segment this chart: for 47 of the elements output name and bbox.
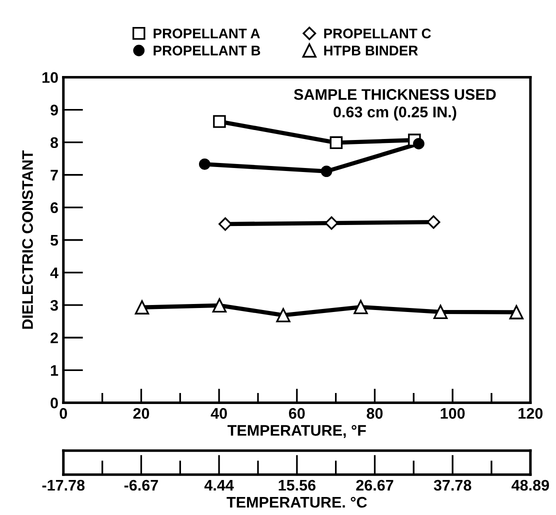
y-axis-title: DIELECTRIC CONSTANT <box>22 150 33 329</box>
legend-label: PROPELLANT B <box>154 46 260 56</box>
point <box>212 298 227 312</box>
point <box>413 138 424 150</box>
x2-tick-label: 48.89 <box>512 480 549 491</box>
x2-tick-label: 26.67 <box>356 480 394 491</box>
x-tick-label: 120 <box>518 408 543 419</box>
y-tick-label: 7 <box>50 170 58 180</box>
x-tick-label: 100 <box>440 408 465 419</box>
x2-tick-label: -17.78 <box>42 480 85 491</box>
legend-label: PROPELLANT C <box>324 28 431 38</box>
y-tick-label: 5 <box>50 235 58 246</box>
x-axis-title: TEMPERATURE, °F <box>228 425 366 438</box>
point <box>218 217 232 231</box>
point <box>509 305 524 320</box>
point <box>134 300 150 314</box>
y-tick-label: 0 <box>50 398 58 408</box>
y-tick-label: 1 <box>50 365 58 376</box>
x-tick-label: 0 <box>60 408 68 419</box>
point <box>354 300 368 314</box>
x2-tick-label: 37.78 <box>434 480 472 491</box>
point <box>330 136 343 150</box>
x2-axis-title: TEMPERATURE. °C <box>226 496 367 508</box>
point <box>276 308 290 322</box>
point <box>213 115 226 128</box>
x-tick-label: 80 <box>366 408 383 419</box>
y-tick-label: 3 <box>50 300 58 311</box>
y-tick-label: 8 <box>50 137 58 148</box>
legend-label: HTPB BINDER <box>324 46 418 56</box>
x-tick-label: 40 <box>210 408 227 419</box>
x2-tick-label: -6.67 <box>124 480 158 491</box>
point <box>324 216 338 230</box>
y-tick-label: 6 <box>50 202 58 214</box>
legend-label: PROPELLANT A <box>154 28 260 38</box>
point <box>433 304 448 320</box>
x2-tick-label: 15.56 <box>278 480 316 491</box>
point <box>320 166 332 178</box>
x-tick-label: 60 <box>288 408 305 419</box>
annotation: SAMPLE THICKNESS USED 0.63 cm (0.25 IN.) <box>294 89 496 120</box>
x2-tick-label: 4.44 <box>204 480 234 491</box>
x-tick-label: 20 <box>133 408 150 419</box>
point <box>426 215 440 229</box>
y-tick-label: 4 <box>50 268 58 278</box>
y-tick-label: 10 <box>42 72 58 83</box>
point <box>198 158 210 170</box>
y-tick-label: 9 <box>50 104 58 116</box>
y-tick-label: 2 <box>50 332 58 344</box>
